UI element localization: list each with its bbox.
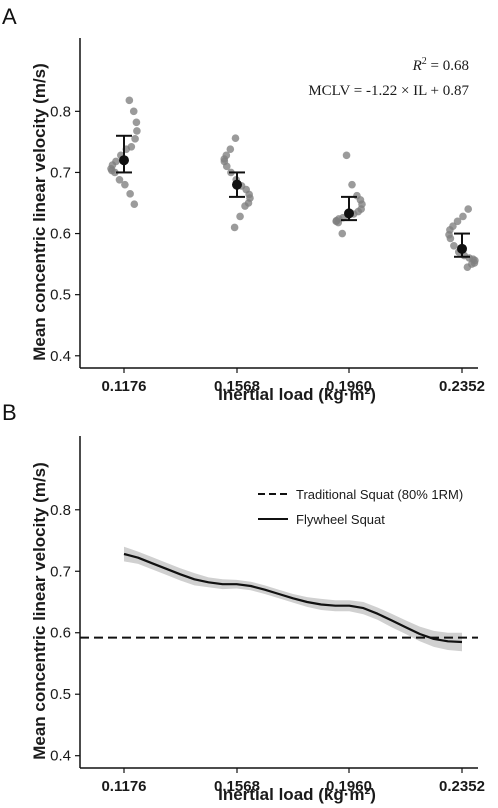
panel-a-x-tick-label: 0.1176 [101,378,146,395]
mean-point [457,243,467,254]
panel-b-label: B [2,400,17,425]
r-squared-symbol: R [412,58,422,74]
r-squared-superscript: 2 [422,56,427,67]
panel-a-x-tick-label: 0.2352 [439,378,485,395]
data-point [464,205,472,213]
panel-b-y-tick-label: 0.7 [50,563,71,580]
data-point [334,218,343,227]
data-point [459,212,467,221]
data-point [450,241,458,250]
panel-b-x-tick-label: 0.1960 [326,778,372,795]
data-point [338,229,347,238]
legend-label-traditional: Traditional Squat (80% 1RM) [296,487,463,502]
panel-a-y-tick-label: 0.6 [50,226,71,243]
flywheel-squat-line [123,552,463,644]
panel-b-x-tick-label: 0.1568 [214,778,260,795]
data-point [463,263,472,271]
data-point [129,107,138,116]
data-point [121,180,129,189]
data-point [115,175,124,184]
panel-a-plot: 0.4 0.5 0.6 0.7 0.8 0.1176 0.1568 0.1960 0.2352 [50,38,485,395]
data-point [130,200,139,209]
panel-a-y-tick-label: 0.7 [50,164,71,181]
panel-a-label: A [2,4,17,29]
panel-a-x-axis-title: Inertial load (kg·m²) [218,385,376,404]
regression-equation: MCLV = -1.22 × IL + 0.87 [308,83,469,99]
panel-b-x-axis-title: Inertial load (kg·m²) [218,785,376,804]
panel-a-x-tick-label: 0.1960 [326,378,372,395]
data-point [222,162,231,171]
data-point [342,151,351,160]
panel-b-y-tick-label: 0.5 [50,686,71,703]
data-point [231,134,240,143]
data-point [133,127,141,135]
data-point [131,135,139,143]
data-point [111,168,119,177]
mean-point [344,208,354,219]
data-point [125,96,134,105]
data-point [126,190,134,198]
r-squared-value: = 0.68 [427,58,469,74]
panel-b-y-tick-label: 0.6 [50,625,71,642]
panel-b-y-tick-label: 0.4 [50,748,71,765]
panel-b-plot: 0.4 0.5 0.6 0.7 0.8 0.1176 0.1568 0.1960 0.2352 [50,436,485,795]
data-point [453,217,462,226]
r-squared-annotation: R2 = 0.68 [412,56,469,74]
mean-point [232,179,242,190]
data-point [236,212,244,221]
data-point [348,180,356,189]
panel-b-y-axis-title: Mean concentric linear velocity (m/s) [30,462,49,760]
panel-b-x-tick-label: 0.2352 [439,778,485,795]
panel-a-y-tick-label: 0.4 [50,348,71,365]
data-point [226,145,235,154]
legend-label-flywheel: Flywheel Squat [296,512,385,527]
panel-a-x-tick-label: 0.1568 [214,378,260,395]
mean-point [119,155,129,166]
data-point [132,118,141,127]
panel-a-y-axis-title: Mean concentric linear velocity (m/s) [30,63,49,361]
panel-b-legend: Traditional Squat (80% 1RM) Flywheel Squ… [258,487,463,527]
data-point [241,202,249,210]
panel-b-x-tick-label: 0.1176 [101,778,146,795]
data-point [230,223,239,232]
data-point [446,234,455,243]
panel-a-y-tick-label: 0.8 [50,103,71,120]
panel-b-y-tick-label: 0.8 [50,502,71,519]
panel-a-y-tick-label: 0.5 [50,287,71,304]
